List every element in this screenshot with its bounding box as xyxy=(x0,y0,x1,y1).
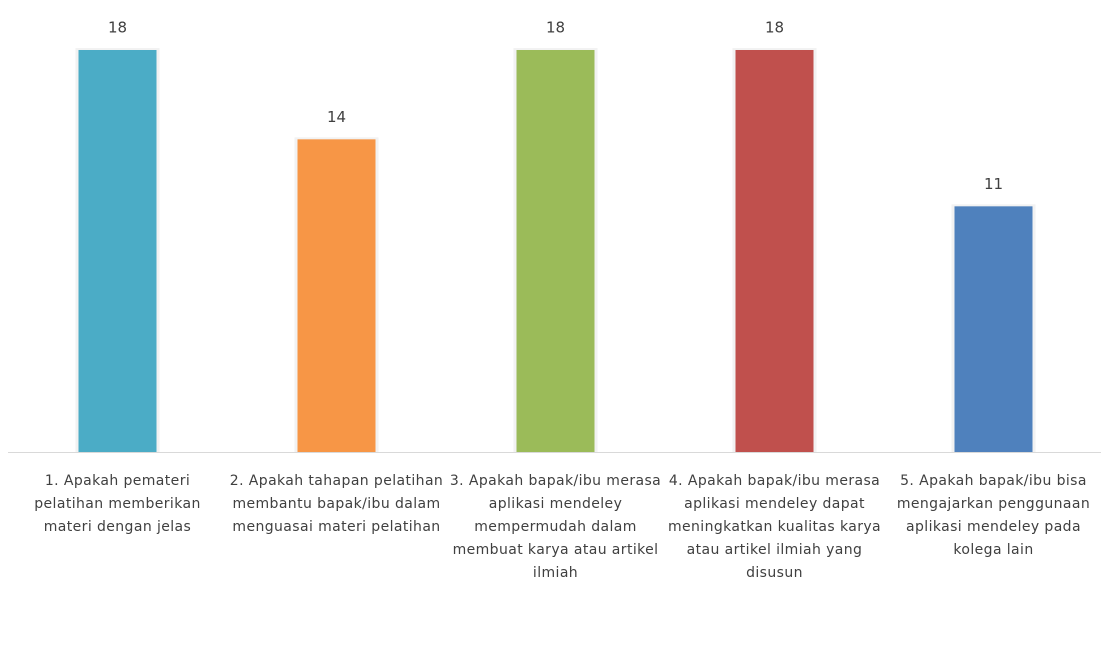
x-tick-label: 5. Apakah bapak/ibu bisa mengajarkan pen… xyxy=(896,473,1091,558)
value-label: 18 xyxy=(108,19,127,37)
value-label: 11 xyxy=(984,175,1003,193)
bar xyxy=(297,139,376,453)
x-tick-label: 1. Apakah pemateri pelatihan memberikan … xyxy=(34,473,201,535)
x-tick-label: 4. Apakah bapak/ibu merasa aplikasi mend… xyxy=(667,473,882,581)
bar xyxy=(78,50,157,452)
value-label: 18 xyxy=(546,19,565,37)
value-label: 18 xyxy=(765,19,784,37)
bar xyxy=(516,50,595,452)
x-tick-label: 2. Apakah tahapan pelatihan membantu bap… xyxy=(229,473,444,535)
bar xyxy=(954,206,1033,452)
value-label: 14 xyxy=(327,108,346,126)
x-tick-label: 3. Apakah bapak/ibu merasa aplikasi mend… xyxy=(449,473,662,581)
bar xyxy=(735,50,814,452)
